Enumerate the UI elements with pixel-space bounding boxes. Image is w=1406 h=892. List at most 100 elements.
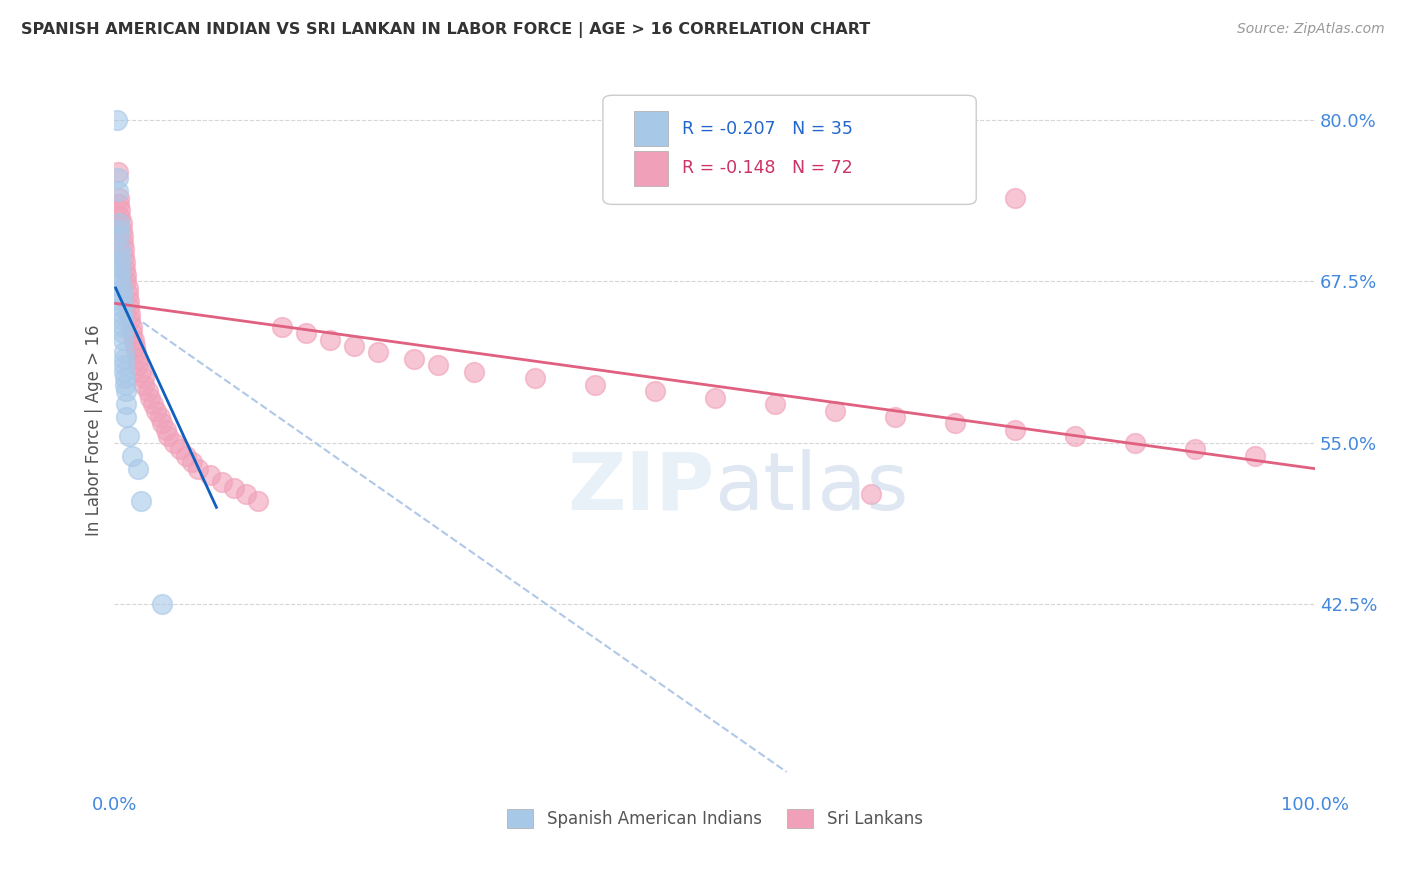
Point xyxy=(176,449,198,463)
Point xyxy=(110,287,132,301)
Point xyxy=(703,391,725,405)
Point xyxy=(110,275,132,289)
Point xyxy=(112,365,135,379)
Text: Source: ZipAtlas.com: Source: ZipAtlas.com xyxy=(1237,22,1385,37)
FancyBboxPatch shape xyxy=(634,151,668,186)
Point xyxy=(112,242,135,256)
Point xyxy=(115,409,138,424)
Point xyxy=(127,351,149,366)
Point xyxy=(163,435,186,450)
Point xyxy=(149,409,172,424)
Point xyxy=(125,345,148,359)
Y-axis label: In Labor Force | Age > 16: In Labor Force | Age > 16 xyxy=(86,324,103,536)
Point xyxy=(121,449,143,463)
Point xyxy=(110,203,132,218)
Point xyxy=(105,113,128,128)
Point xyxy=(115,275,138,289)
Point xyxy=(112,351,135,366)
Point xyxy=(107,171,129,186)
Point xyxy=(111,313,134,327)
Point xyxy=(117,281,139,295)
Point xyxy=(107,184,129,198)
Point xyxy=(235,487,257,501)
Point xyxy=(115,397,138,411)
Point xyxy=(136,384,159,399)
Point xyxy=(145,403,167,417)
Point xyxy=(157,429,180,443)
Point xyxy=(118,313,141,327)
Point xyxy=(110,293,132,308)
Point xyxy=(644,384,666,399)
Point xyxy=(1184,442,1206,457)
Text: R = -0.148   N = 72: R = -0.148 N = 72 xyxy=(682,160,853,178)
Point xyxy=(134,377,156,392)
Point xyxy=(114,371,136,385)
Point xyxy=(1004,423,1026,437)
Point xyxy=(859,487,882,501)
Point xyxy=(343,339,366,353)
Point xyxy=(824,403,846,417)
Point xyxy=(127,461,149,475)
Point xyxy=(211,475,233,489)
Point xyxy=(463,365,485,379)
Point xyxy=(110,210,132,224)
Point xyxy=(117,287,139,301)
Point xyxy=(110,255,132,269)
Point xyxy=(108,223,131,237)
Point xyxy=(110,216,132,230)
Point xyxy=(110,300,132,314)
Point xyxy=(110,249,132,263)
Point xyxy=(1243,449,1265,463)
Legend: Spanish American Indians, Sri Lankans: Spanish American Indians, Sri Lankans xyxy=(501,803,929,835)
Point xyxy=(583,377,606,392)
Point xyxy=(110,281,132,295)
Point xyxy=(224,481,246,495)
Point xyxy=(112,249,135,263)
Point xyxy=(247,494,270,508)
Point xyxy=(295,326,318,340)
Point xyxy=(883,409,905,424)
Point xyxy=(112,359,135,373)
Text: ZIP: ZIP xyxy=(567,449,714,526)
Point xyxy=(129,365,152,379)
Text: R = -0.207   N = 35: R = -0.207 N = 35 xyxy=(682,120,853,137)
Point xyxy=(1123,435,1146,450)
FancyBboxPatch shape xyxy=(603,95,976,204)
Point xyxy=(200,468,222,483)
Point xyxy=(114,377,136,392)
Point xyxy=(129,494,152,508)
Point xyxy=(187,461,209,475)
Point xyxy=(1063,429,1085,443)
Point xyxy=(114,261,136,276)
Point xyxy=(142,397,165,411)
Point xyxy=(111,326,134,340)
Point xyxy=(111,229,134,244)
Point xyxy=(118,293,141,308)
Point xyxy=(111,235,134,250)
Point xyxy=(127,359,149,373)
Text: SPANISH AMERICAN INDIAN VS SRI LANKAN IN LABOR FORCE | AGE > 16 CORRELATION CHAR: SPANISH AMERICAN INDIAN VS SRI LANKAN IN… xyxy=(21,22,870,38)
Point xyxy=(121,326,143,340)
Point xyxy=(523,371,546,385)
Point xyxy=(115,384,138,399)
Point xyxy=(943,417,966,431)
Point xyxy=(108,229,131,244)
Point xyxy=(271,319,294,334)
Point xyxy=(169,442,191,457)
Point xyxy=(1004,191,1026,205)
Point xyxy=(110,223,132,237)
Point xyxy=(121,319,143,334)
Point xyxy=(112,345,135,359)
Point xyxy=(111,319,134,334)
Point xyxy=(110,268,132,282)
Point xyxy=(111,333,134,347)
Text: atlas: atlas xyxy=(714,449,908,526)
Point xyxy=(152,417,174,431)
Point xyxy=(319,333,342,347)
Point xyxy=(152,597,174,611)
Point xyxy=(427,359,450,373)
Point xyxy=(118,429,141,443)
Point xyxy=(110,242,132,256)
Point xyxy=(108,191,131,205)
Point xyxy=(110,261,132,276)
